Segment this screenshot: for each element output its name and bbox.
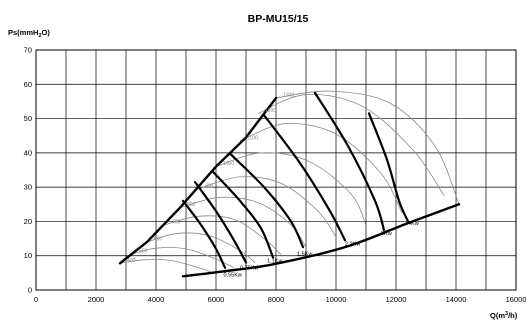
speed-curve-label: 900 xyxy=(205,183,214,189)
x-axis-title-sup: 3 xyxy=(505,311,508,317)
motor-curve xyxy=(262,114,347,242)
motor-power-label: 2.2Kw xyxy=(345,241,360,247)
speed-curves xyxy=(119,90,460,274)
speed-curve-label: 500 xyxy=(139,249,148,255)
x-tick-label: 10000 xyxy=(326,295,347,304)
speed-curve-label: 1000 xyxy=(223,161,234,167)
surge-line xyxy=(118,96,278,265)
motor-power-label: 1.5Kw xyxy=(297,252,312,258)
y-tick-label: 50 xyxy=(24,114,32,123)
x-tick-label: 2000 xyxy=(88,295,105,304)
y-axis-title-sub: 2 xyxy=(38,33,41,39)
speed-curve-label: 800 xyxy=(187,202,196,208)
motor-curve xyxy=(211,170,275,259)
motor-curve xyxy=(181,199,227,269)
system-line xyxy=(181,203,461,278)
y-tick-label: 40 xyxy=(24,148,32,157)
plot-frame xyxy=(35,49,517,291)
motor-power-label: 3Kw xyxy=(381,231,392,237)
speed-curve-label: 600 xyxy=(154,237,163,243)
y-tick-label: 60 xyxy=(24,80,32,89)
motor-curves xyxy=(181,91,410,269)
x-tick-label: 0 xyxy=(34,295,38,304)
motor-curve xyxy=(229,153,305,249)
speed-curve-label: 1300 xyxy=(283,93,294,99)
y-axis-title: Ps(mmH2O) xyxy=(8,28,50,39)
speed-curve xyxy=(239,123,403,214)
y-tick-label: 20 xyxy=(24,217,32,226)
y-tick-label: 30 xyxy=(24,183,32,192)
x-tick-label: 12000 xyxy=(386,295,407,304)
speed-curve xyxy=(164,215,283,256)
x-tick-label: 6000 xyxy=(208,295,225,304)
speed-curve xyxy=(197,176,337,238)
motor-power-label: 4Kw xyxy=(408,221,419,227)
y-tick-labels: 0 10 20 30 40 50 60 70 xyxy=(24,46,32,295)
y-tick-label: 10 xyxy=(24,251,32,260)
y-axis-title-main: Ps(mmH xyxy=(8,28,38,37)
speed-curve xyxy=(146,232,256,263)
x-axis-title-main: Q(m xyxy=(490,311,505,320)
speed-curve-label: 1100 xyxy=(247,135,258,141)
motor-power-label: 0.55Kw xyxy=(224,272,242,278)
x-tick-label: 8000 xyxy=(268,295,285,304)
speed-curve xyxy=(257,93,445,196)
speed-curve xyxy=(119,259,214,274)
y-tick-label: 0 xyxy=(28,286,32,295)
y-axis-title-end: O) xyxy=(42,28,51,37)
x-axis-title-end: /h) xyxy=(508,311,518,320)
speed-curve-label: 400 xyxy=(127,258,136,264)
speed-curve xyxy=(215,152,367,226)
speed-curve-label: 700 xyxy=(172,219,181,225)
x-tick-label: 16000 xyxy=(506,295,526,304)
x-tick-labels: 0 2000 4000 6000 8000 10000 12000 14000 16000 xyxy=(34,295,526,304)
x-tick-label: 14000 xyxy=(446,295,467,304)
motor-curve xyxy=(313,91,386,232)
motor-power-label: 0.75Kw xyxy=(240,265,258,271)
chart-title: BP-MU15/15 xyxy=(248,13,309,25)
speed-curve xyxy=(275,90,460,205)
x-axis-title: Q(m3/h) xyxy=(490,311,518,320)
motor-curve xyxy=(193,180,248,264)
y-tick-label: 70 xyxy=(24,46,32,55)
x-tick-label: 4000 xyxy=(148,295,165,304)
motor-curve xyxy=(367,112,410,223)
boundary-lines xyxy=(118,96,461,278)
motor-power-label: 1.1Kw xyxy=(267,259,282,265)
speed-curve-label: 1200 xyxy=(265,108,276,114)
